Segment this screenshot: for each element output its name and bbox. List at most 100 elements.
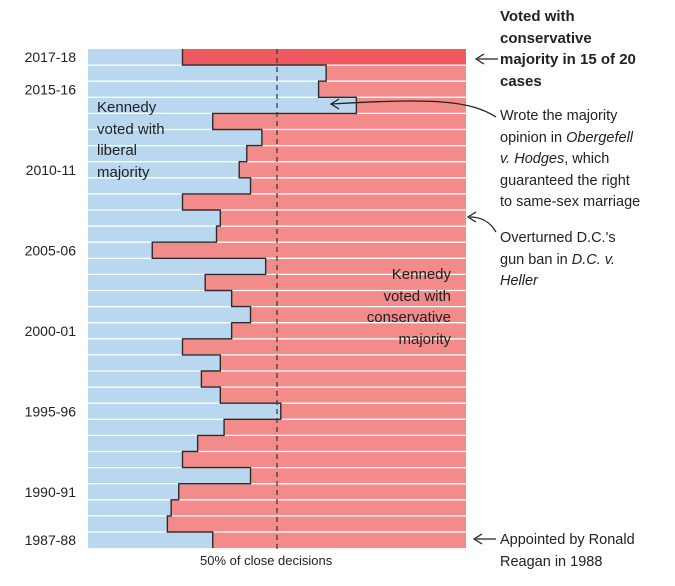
conservative-region-label: Kennedy voted with conservative majority: [330, 264, 451, 350]
bar-conservative-2005-06: [152, 242, 466, 259]
obergefell-line-3-post: , which: [564, 151, 610, 167]
obergefell-line-3: v. Hodges, which: [500, 149, 640, 171]
conservative-label-line-2: voted with: [383, 287, 451, 305]
liberal-label-line-4: majority: [97, 163, 150, 181]
year-tick-2000-01: 2000-01: [25, 323, 77, 339]
step-line-group: [151, 49, 358, 549]
heller-case-name-2: Heller: [500, 273, 538, 289]
bar-conservative-1990-91: [178, 483, 466, 500]
bar-liberal-1992-93: [88, 451, 183, 468]
bar-liberal-2016-17: [88, 65, 327, 82]
bar-liberal-2014-15: [88, 97, 357, 114]
bar-conservative-2012-13: [261, 129, 466, 146]
bar-liberal-2017-18: [88, 49, 183, 66]
arrowhead-appointed: [472, 533, 483, 545]
conservative-label-line-3: conservative: [366, 309, 451, 326]
annotation-top-line-4: cases: [500, 72, 542, 90]
bar-liberal-2000-01: [88, 322, 232, 339]
obergefell-case-name-2: v. Hodges: [500, 151, 565, 167]
bar-conservative-2014-15: [356, 97, 466, 114]
liberal-label-line-1: Kennedy: [97, 99, 157, 116]
bar-conservative-2000-01: [231, 322, 466, 339]
year-tick-1995-96: 1995-96: [25, 403, 77, 419]
liberal-label-line-3: liberal: [97, 142, 138, 159]
heller-line-3: Heller: [500, 271, 616, 293]
heller-line-2: gun ban in D.C. v.: [500, 250, 616, 272]
bar-conservative-1987-88: [212, 532, 466, 549]
bar-conservative-1993-94: [197, 435, 466, 452]
arrow-heller: [469, 216, 497, 233]
bar-liberal-2006-07: [88, 226, 217, 243]
year-tick-2010-11: 2010-11: [26, 162, 77, 178]
bar-liberal-1997-98: [88, 371, 202, 388]
bar-liberal-2011-12: [88, 145, 247, 162]
bar-liberal-2015-16: [88, 81, 319, 98]
bar-liberal-2010-11: [88, 161, 240, 178]
bar-conservative-1989-90: [171, 499, 466, 516]
bar-liberal-1990-91: [88, 483, 179, 500]
heller-line-1: Overturned D.C.'s: [500, 230, 616, 246]
bar-liberal-2003-04: [88, 274, 206, 291]
bar-liberal-1993-94: [88, 435, 198, 452]
liberal-region-label: Kennedy voted with liberal majority: [97, 97, 165, 183]
bar-conservative-1996-97: [220, 387, 466, 404]
bar-conservative-2001-02: [250, 306, 466, 323]
obergefell-case-name-1: Obergefell: [566, 129, 634, 146]
bar-liberal-1987-88: [88, 532, 213, 549]
arrowhead-heller: [466, 211, 477, 223]
annotation-top-line-1: Voted with: [500, 8, 575, 25]
bars-group: [88, 49, 466, 549]
heller-case-name-1: D.C. v.: [571, 251, 615, 268]
year-tick-2005-06: 2005-06: [25, 242, 77, 258]
annotation-heller: Overturned D.C.'s gun ban in D.C. v. Hel…: [500, 228, 616, 293]
bar-conservative-2010-11: [239, 161, 466, 178]
bar-liberal-2007-08: [88, 210, 221, 227]
bar-conservative-1997-98: [201, 371, 466, 388]
bar-liberal-2001-02: [88, 306, 251, 323]
bar-conservative-1994-95: [224, 419, 466, 436]
bar-conservative-2013-14: [212, 113, 466, 130]
obergefell-line-2-pre: opinion in: [500, 129, 567, 146]
bar-conservative-2017-18: [182, 49, 466, 66]
year-tick-1990-91: 1990-91: [25, 484, 77, 500]
obergefell-line-1: Wrote the majority: [500, 108, 618, 124]
bar-conservative-1999-00: [182, 338, 466, 355]
bar-conservative-1991-92: [250, 467, 466, 484]
bar-liberal-2008-09: [88, 193, 183, 210]
bar-conservative-2003-04: [205, 274, 466, 291]
arrowhead-top: [474, 53, 485, 65]
heller-line-2-pre: gun ban in: [500, 251, 572, 268]
bar-conservative-2004-05: [265, 258, 466, 275]
liberal-share-step-line: [151, 49, 358, 549]
bar-liberal-2012-13: [88, 129, 262, 146]
bar-conservative-2011-12: [246, 145, 466, 162]
bar-liberal-1996-97: [88, 387, 221, 404]
bar-conservative-1998-99: [220, 354, 466, 371]
appointed-line-1: Appointed by Ronald: [500, 532, 635, 548]
bar-liberal-2009-10: [88, 177, 251, 194]
bar-conservative-2006-07: [216, 226, 466, 243]
liberal-label-line-2: voted with: [97, 120, 165, 138]
obergefell-line-4: guaranteed the right: [500, 172, 630, 189]
bar-conservative-2008-09: [182, 193, 466, 210]
bar-liberal-1995-96: [88, 403, 281, 420]
bar-conservative-2015-16: [318, 81, 466, 98]
year-tick-2017-18: 2017-18: [25, 49, 77, 65]
bar-liberal-1998-99: [88, 354, 221, 371]
annotation-obergefell: Wrote the majority opinion in Obergefell…: [500, 106, 640, 214]
annotation-top-line-3: majority in 15 of 20: [500, 51, 636, 68]
bar-conservative-1988-89: [167, 515, 466, 532]
year-tick-1987-88: 1987-88: [25, 532, 77, 548]
bar-liberal-1989-90: [88, 499, 172, 516]
annotation-arrows: [329, 53, 498, 545]
bar-conservative-2007-08: [220, 210, 466, 227]
annotation-top: Voted with conservative majority in 15 o…: [500, 6, 636, 92]
year-tick-2015-16: 2015-16: [25, 81, 77, 97]
bar-conservative-1992-93: [182, 451, 466, 468]
conservative-label-line-4: majority: [398, 330, 451, 348]
bar-liberal-2005-06: [88, 242, 153, 259]
bar-liberal-1999-00: [88, 338, 183, 355]
bar-liberal-2002-03: [88, 290, 232, 307]
bar-liberal-1988-89: [88, 515, 168, 532]
